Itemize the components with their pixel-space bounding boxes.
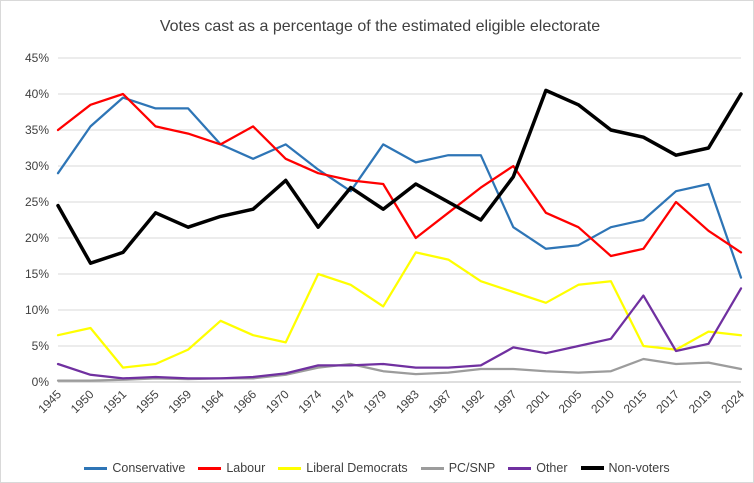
series-line-other (56, 287, 743, 380)
y-axis-tick-label: 35% (25, 123, 49, 137)
x-axis-tick-label: 1974 (296, 387, 325, 416)
legend-label: PC/SNP (448, 461, 496, 475)
series-line-labour (56, 92, 743, 258)
y-axis-tick-label: 30% (25, 159, 49, 173)
x-axis-tick-label: 1987 (426, 387, 455, 416)
x-axis-tick-label: 2017 (653, 387, 682, 416)
chart-legend: Conservative Labour Liberal Democrats PC/SN… (1, 461, 753, 475)
x-axis-tick-label: 1950 (68, 387, 97, 416)
x-axis-tick-label: 1964 (198, 387, 227, 416)
x-axis-tick-label: 1955 (133, 387, 162, 416)
legend-item-liberal-democrats: Liberal Democrats (278, 461, 408, 475)
legend-label: Labour (226, 461, 266, 475)
legend-label: Other (536, 461, 568, 475)
legend-label: Conservative (112, 461, 186, 475)
chart-title: Votes cast as a percentage of the estima… (160, 18, 600, 35)
x-axis-tick-label: 2015 (621, 387, 650, 416)
x-axis-tick-label: 2019 (686, 387, 715, 416)
legend-item-non-voters: Non-voters (580, 461, 670, 475)
x-axis-tick-label: 2005 (556, 387, 585, 416)
y-axis-tick-label: 5% (32, 339, 50, 353)
y-axis-tick-label: 40% (25, 87, 49, 101)
x-axis-tick-label: 1983 (393, 387, 422, 416)
x-axis-labels: 1945 1950 1951 1955 1959 1964 1966 1970 1974 1974… (35, 387, 747, 416)
series-line-non-voters (56, 88, 743, 265)
legend-line-marker (278, 466, 302, 470)
x-axis-tick-label: 1997 (491, 387, 520, 416)
legend-item-labour: Labour (198, 461, 265, 475)
legend-item-pc-snp: PC/SNP (420, 461, 496, 475)
x-axis-tick-label: 1974 (328, 387, 357, 416)
x-axis-tick-label: 1966 (230, 387, 259, 416)
x-axis-tick-label: 1959 (165, 387, 194, 416)
x-axis-tick-label: 1979 (361, 387, 390, 416)
legend-item-conservative: Conservative (84, 461, 185, 475)
y-axis-tick-label: 45% (25, 51, 49, 65)
gridlines (58, 57, 741, 383)
legend-line-marker (508, 466, 532, 470)
legend-line-marker (580, 466, 604, 470)
y-axis-tick-label: 25% (25, 195, 49, 209)
legend-item-other: Other (508, 461, 568, 475)
y-axis-tick-label: 10% (25, 303, 49, 317)
y-axis-tick-label: 0% (32, 375, 50, 389)
legend-line-marker (420, 466, 444, 470)
legend-label: Liberal Democrats (306, 461, 408, 475)
x-axis-tick-label: 2024 (718, 387, 747, 416)
legend-label: Non-voters (608, 461, 670, 475)
x-axis-tick-label: 1945 (35, 387, 64, 416)
x-axis-tick-label: 1951 (100, 387, 129, 416)
x-axis-tick-label: 1970 (263, 387, 292, 416)
legend-line-marker (84, 466, 108, 470)
y-axis-tick-label: 15% (25, 267, 49, 281)
series-lines (56, 88, 743, 382)
series-line-liberal-democrats (56, 251, 743, 369)
legend-line-marker (198, 466, 222, 470)
x-axis-tick-label: 1992 (458, 387, 487, 416)
series-line-conservative (56, 96, 743, 279)
x-axis-tick-label: 2001 (523, 387, 552, 416)
y-axis-tick-label: 20% (25, 231, 49, 245)
x-axis-tick-label: 2010 (588, 387, 617, 416)
y-axis-labels: 0% 5% 10% 15% 20% 25% 30% 35% 40% 45% (25, 51, 49, 389)
